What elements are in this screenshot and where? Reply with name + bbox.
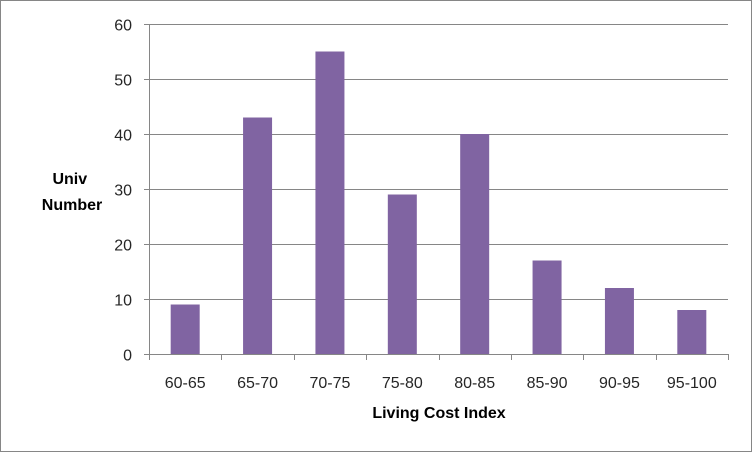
bar-85-90 (532, 260, 562, 354)
bar-90-95 (604, 288, 634, 354)
y-tick-label: 40 (114, 128, 132, 145)
y-tick-label: 0 (123, 348, 132, 365)
y-axis-title-line-2: Number (42, 197, 102, 214)
x-axis-title: Living Cost Index (372, 405, 505, 422)
bar-95-100 (677, 310, 707, 354)
bars (170, 51, 707, 354)
bar-70-75 (315, 51, 345, 354)
x-tick-label: 65-70 (237, 375, 278, 392)
x-tick-label: 70-75 (309, 375, 350, 392)
x-tick-label: 60-65 (165, 375, 206, 392)
bar-75-80 (387, 194, 417, 354)
x-tick-label: 80-85 (454, 375, 495, 392)
y-tick-label: 20 (114, 238, 132, 255)
x-tick-label: 75-80 (382, 375, 423, 392)
gridlines (149, 24, 728, 300)
y-tick-label: 60 (114, 18, 132, 35)
bar-80-85 (460, 134, 490, 354)
y-tick-label: 10 (114, 293, 132, 310)
y-axis-title: Univ Number (42, 171, 102, 214)
axes (144, 24, 729, 360)
y-tick-labels: 0 10 20 30 40 50 60 (114, 18, 132, 365)
bar-65-70 (243, 117, 273, 354)
bar-60-65 (170, 304, 200, 354)
x-tick-label: 85-90 (527, 375, 568, 392)
x-tick-labels: 60-65 65-70 70-75 75-80 80-85 85-90 90-95 95-10… (165, 375, 717, 392)
y-tick-label: 30 (114, 183, 132, 200)
y-tick-label: 50 (114, 73, 132, 90)
x-tick-label: 90-95 (599, 375, 640, 392)
x-tick-label: 95-100 (667, 375, 717, 392)
y-axis-title-line-1: Univ (52, 171, 87, 188)
